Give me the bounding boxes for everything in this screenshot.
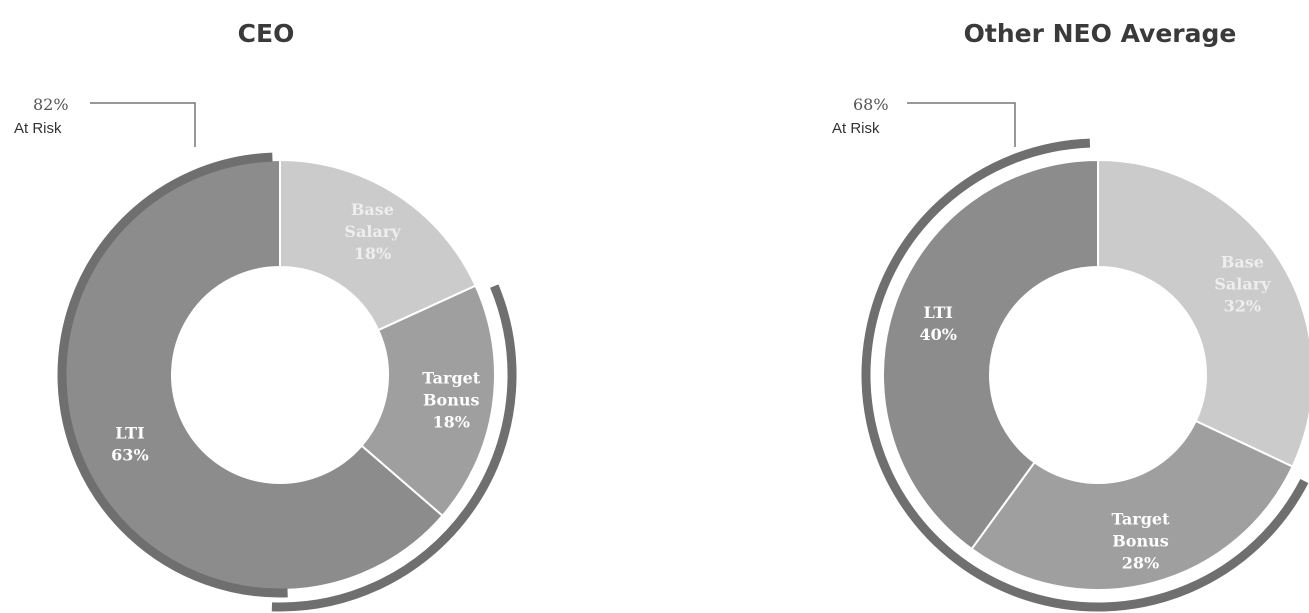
neo-at-risk-label: At Risk (832, 120, 880, 137)
ceo-chart-title: CEO (238, 19, 295, 48)
ceo-donut-chart: CEO 82% At Risk Base Salary 18% Target Bonus… (14, 19, 517, 612)
neo-chart-title: Other NEO Average (964, 19, 1237, 48)
neo-slice-label-line: 32% (1224, 296, 1261, 315)
ceo-slice-target-bonus (360, 284, 496, 518)
neo-at-risk-percent: 68% (853, 95, 889, 114)
neo-slice-base-salary (1097, 158, 1309, 468)
neo-slices (882, 158, 1309, 591)
ceo-slice-label-line: Base (351, 200, 394, 219)
ceo-slice-label-line: 18% (354, 244, 391, 263)
ceo-slice-labels: Base Salary 18% Target Bonus 18% LTI 63% (111, 200, 481, 464)
ceo-slice-label-line: Salary (344, 222, 401, 241)
neo-slice-label-line: 40% (919, 325, 956, 344)
neo-slice-label-base-salary: Base Salary 32% (1214, 252, 1271, 315)
ceo-slice-label-line: 63% (111, 446, 148, 465)
ceo-slice-base-salary (279, 158, 477, 332)
ceo-at-risk-leader-line (90, 102, 196, 147)
ceo-at-risk-arc-inner (271, 284, 517, 612)
ceo-slice-label-line: 18% (433, 413, 470, 432)
ceo-slices (64, 158, 496, 591)
ceo-slice-label-line: LTI (115, 424, 144, 443)
ceo-at-risk-label: At Risk (14, 120, 62, 137)
neo-slice-target-bonus (970, 419, 1294, 591)
ceo-slice-label-lti: LTI 63% (111, 424, 148, 465)
ceo-slice-label-base-salary: Base Salary 18% (344, 200, 401, 263)
ceo-slice-label-line: Bonus (423, 391, 479, 410)
neo-slice-label-line: Base (1221, 252, 1264, 271)
neo-at-risk-arc (861, 138, 1309, 612)
ceo-at-risk-arc-outer (57, 152, 288, 598)
neo-slice-label-line: 28% (1122, 554, 1159, 573)
neo-slice-label-target-bonus: Target Bonus 28% (1112, 510, 1171, 573)
neo-slice-lti (882, 158, 1099, 551)
ceo-at-risk-percent: 82% (33, 95, 69, 114)
ceo-at-risk-arcs (57, 152, 517, 612)
neo-slice-label-line: Target (1112, 510, 1171, 529)
ceo-slice-label-line: Target (422, 369, 481, 388)
ceo-slice-label-target-bonus: Target Bonus 18% (422, 369, 481, 432)
neo-donut-chart: Other NEO Average 68% At Risk Base Salary… (832, 19, 1309, 612)
neo-slice-label-line: Bonus (1112, 532, 1168, 551)
neo-slice-label-line: Salary (1214, 274, 1271, 293)
neo-slice-labels: Base Salary 32% Target Bonus 28% LTI 40% (919, 252, 1271, 572)
neo-slice-label-lti: LTI 40% (919, 303, 956, 344)
neo-at-risk-arcs (861, 138, 1309, 612)
neo-slice-label-line: LTI (924, 303, 953, 322)
neo-at-risk-leader-line (907, 102, 1016, 147)
